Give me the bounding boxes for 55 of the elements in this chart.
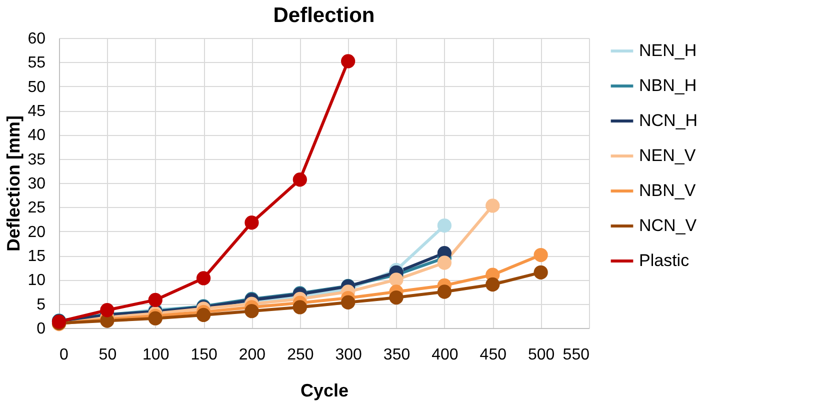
x-tick-label: 100 bbox=[142, 346, 170, 364]
chart-title: Deflection bbox=[273, 4, 375, 27]
point bbox=[437, 256, 452, 270]
x-tick-label: 150 bbox=[190, 346, 218, 364]
point bbox=[389, 290, 404, 305]
x-tick-label: 550 bbox=[562, 346, 590, 364]
x-tick-label: 350 bbox=[383, 346, 410, 364]
y-tick-label: 60 bbox=[28, 30, 46, 48]
x-tick-label: 400 bbox=[432, 346, 458, 364]
point bbox=[196, 271, 211, 286]
point bbox=[534, 265, 548, 280]
point bbox=[292, 172, 307, 187]
point bbox=[148, 311, 162, 326]
legend-label: NCN_H bbox=[639, 111, 698, 130]
x-tick-label: 450 bbox=[480, 346, 507, 364]
point bbox=[292, 300, 307, 314]
y-tick-label: 35 bbox=[28, 151, 46, 168]
x-tick-label: 250 bbox=[287, 346, 314, 364]
y-tick-label: 10 bbox=[28, 272, 46, 290]
x-tick-label: 200 bbox=[238, 346, 266, 364]
point bbox=[389, 272, 404, 287]
y-tick-label: 15 bbox=[28, 248, 46, 265]
legend-label: NBN_H bbox=[639, 76, 697, 95]
point bbox=[341, 295, 356, 310]
y-tick-label: 40 bbox=[28, 127, 46, 144]
x-tick-label: 500 bbox=[528, 346, 555, 364]
y-axis-title: Deflection [mm] bbox=[4, 115, 24, 252]
point bbox=[244, 216, 259, 230]
legend-label: NCN_V bbox=[639, 216, 698, 235]
y-tick-label: 45 bbox=[28, 103, 46, 120]
point bbox=[100, 303, 114, 318]
point bbox=[244, 304, 259, 318]
y-tick-label: 50 bbox=[28, 78, 46, 96]
point bbox=[437, 284, 452, 299]
y-tick-label: 30 bbox=[28, 176, 46, 192]
y-tick-label: 20 bbox=[28, 224, 46, 241]
x-tick-label: 50 bbox=[98, 346, 117, 364]
point bbox=[148, 292, 162, 308]
point bbox=[486, 277, 500, 292]
point bbox=[534, 248, 548, 262]
y-tick-label: 5 bbox=[36, 296, 46, 314]
point bbox=[437, 218, 452, 233]
x-axis-title: Cycle bbox=[300, 380, 349, 400]
point bbox=[196, 308, 211, 322]
legend-label: Plastic bbox=[639, 251, 690, 270]
x-tick-label: 300 bbox=[335, 346, 362, 364]
x-tick-label: 0 bbox=[60, 346, 68, 364]
legend-label: NEN_V bbox=[639, 146, 696, 165]
point bbox=[341, 54, 356, 68]
point bbox=[486, 198, 500, 213]
y-tick-label: 25 bbox=[28, 200, 46, 217]
legend-label: NBN_V bbox=[639, 181, 696, 200]
y-tick-label: 55 bbox=[28, 54, 46, 72]
legend-label: NEN_H bbox=[639, 41, 697, 60]
y-tick-label: 0 bbox=[36, 320, 46, 338]
